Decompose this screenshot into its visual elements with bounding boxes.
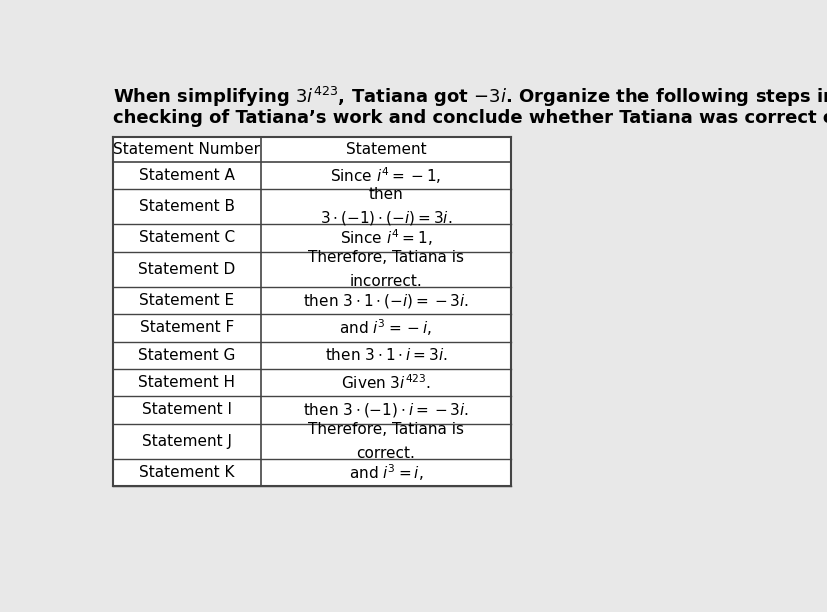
Text: Statement G: Statement G	[138, 348, 236, 363]
Text: then: then	[368, 187, 403, 203]
Text: Therefore, Tatiana is: Therefore, Tatiana is	[308, 422, 463, 437]
Text: Statement K: Statement K	[139, 465, 234, 480]
Text: then $3 \cdot 1 \cdot (-i) = -3i.$: then $3 \cdot 1 \cdot (-i) = -3i.$	[303, 291, 468, 310]
Text: Statement H: Statement H	[138, 375, 235, 390]
Text: Therefore, Tatiana is: Therefore, Tatiana is	[308, 250, 463, 265]
Text: Since $i^4 = 1,$: Since $i^4 = 1,$	[339, 228, 432, 248]
Text: Statement E: Statement E	[139, 293, 234, 308]
Text: Statement Number: Statement Number	[113, 142, 261, 157]
Text: Statement F: Statement F	[140, 321, 234, 335]
Text: and $i^3 = i,$: and $i^3 = i,$	[348, 462, 423, 483]
Text: and $i^3 = -i,$: and $i^3 = -i,$	[339, 318, 432, 338]
Text: Given $3i^{423}.$: Given $3i^{423}.$	[341, 373, 430, 392]
Text: Statement B: Statement B	[139, 199, 235, 214]
Text: When simplifying $3i^{423}$, Tatiana got $-3i$. Organize the following steps in : When simplifying $3i^{423}$, Tatiana got…	[113, 85, 827, 110]
Text: Statement: Statement	[345, 142, 426, 157]
Text: Statement J: Statement J	[141, 434, 232, 449]
Text: Statement D: Statement D	[138, 262, 235, 277]
Text: incorrect.: incorrect.	[349, 274, 422, 288]
Text: then $3 \cdot 1 \cdot i = 3i.$: then $3 \cdot 1 \cdot i = 3i.$	[324, 347, 447, 364]
Text: correct.: correct.	[356, 446, 415, 460]
Text: $3 \cdot (-1) \cdot (-i) = 3i.$: $3 \cdot (-1) \cdot (-i) = 3i.$	[319, 209, 452, 227]
Text: Statement A: Statement A	[139, 168, 235, 183]
Text: Statement C: Statement C	[139, 230, 235, 245]
Text: Statement I: Statement I	[141, 403, 232, 417]
Text: then $3 \cdot (-1) \cdot i = -3i.$: then $3 \cdot (-1) \cdot i = -3i.$	[303, 401, 468, 419]
Text: checking of Tatiana’s work and conclude whether Tatiana was correct or not.: checking of Tatiana’s work and conclude …	[113, 109, 827, 127]
Text: Since $i^4 = -1,$: Since $i^4 = -1,$	[330, 165, 441, 185]
